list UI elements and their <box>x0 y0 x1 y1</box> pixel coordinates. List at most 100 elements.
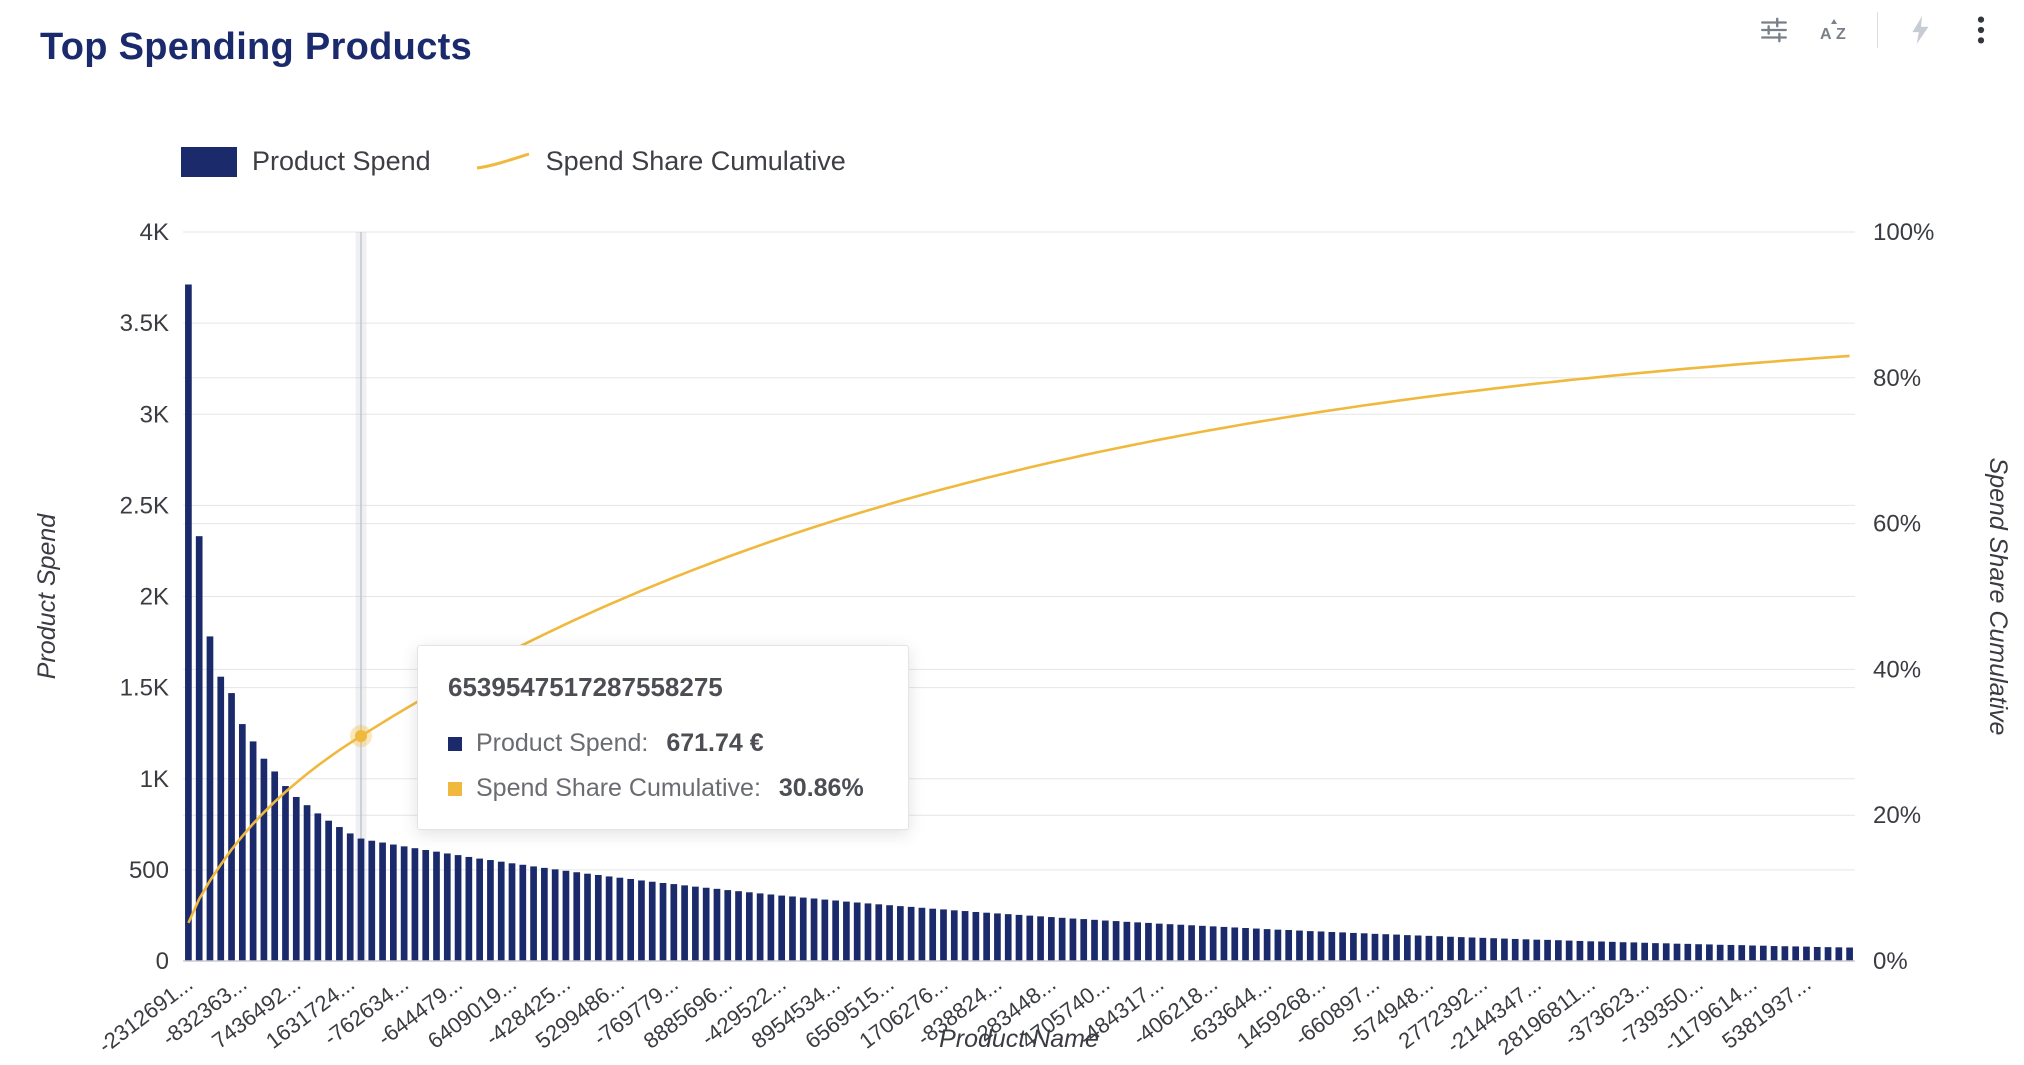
bar[interactable] <box>648 881 656 961</box>
bar[interactable] <box>1490 938 1497 961</box>
bar[interactable] <box>735 891 742 961</box>
bar[interactable] <box>1360 933 1368 961</box>
bar[interactable] <box>1263 929 1271 961</box>
bar[interactable] <box>454 855 462 961</box>
bar[interactable] <box>918 907 926 961</box>
bar[interactable] <box>1759 945 1767 961</box>
bar[interactable] <box>1145 922 1152 961</box>
bar[interactable] <box>875 904 883 961</box>
bar[interactable] <box>1231 927 1239 961</box>
bar[interactable] <box>605 876 613 961</box>
bar[interactable] <box>1662 943 1670 961</box>
bar[interactable] <box>249 741 257 961</box>
bar[interactable] <box>1576 940 1584 961</box>
sort-alphabetical-icon[interactable]: A Z <box>1817 13 1851 47</box>
bar[interactable] <box>497 861 505 961</box>
pareto-chart[interactable]: 4K 3.5K 3K 2.5K 2K 1.5K 1K 500 0 100% 80% 60% 40% 20%… <box>0 165 2024 1065</box>
bar[interactable] <box>1242 928 1249 961</box>
bar[interactable] <box>821 899 829 961</box>
bar[interactable] <box>1684 943 1692 961</box>
bar[interactable] <box>584 873 591 961</box>
bar[interactable] <box>832 900 839 961</box>
bar[interactable] <box>1350 932 1357 961</box>
bar[interactable] <box>810 898 818 961</box>
bar[interactable] <box>368 840 376 961</box>
bar[interactable] <box>594 874 602 961</box>
bar[interactable] <box>271 771 279 961</box>
bar[interactable] <box>789 896 796 961</box>
bar[interactable] <box>1317 931 1325 961</box>
bar[interactable] <box>897 906 904 961</box>
bar[interactable] <box>1199 925 1206 961</box>
bar[interactable] <box>886 905 893 961</box>
bar[interactable] <box>433 851 440 961</box>
bar[interactable] <box>1533 939 1541 961</box>
bar[interactable] <box>778 895 786 961</box>
bar[interactable] <box>260 758 268 961</box>
bar[interactable] <box>1101 920 1109 961</box>
bar[interactable] <box>1695 944 1702 961</box>
bar[interactable] <box>530 866 537 961</box>
bar[interactable] <box>336 827 343 961</box>
bar[interactable] <box>1598 941 1605 962</box>
bar[interactable] <box>1155 923 1163 961</box>
bar[interactable] <box>1339 932 1346 961</box>
bar[interactable] <box>1792 946 1800 961</box>
bar[interactable] <box>724 890 732 961</box>
bar[interactable] <box>400 846 408 961</box>
bar[interactable] <box>1058 917 1066 961</box>
bar[interactable] <box>1479 937 1487 961</box>
bar[interactable] <box>681 885 688 961</box>
bar[interactable] <box>422 850 430 961</box>
bar[interactable] <box>843 901 850 961</box>
bar[interactable] <box>1619 942 1627 961</box>
bar[interactable] <box>1544 939 1551 961</box>
bar[interactable] <box>1371 933 1379 961</box>
bar[interactable] <box>983 912 990 961</box>
bar[interactable] <box>994 913 1001 961</box>
bar[interactable] <box>346 833 354 961</box>
bar[interactable] <box>713 888 721 961</box>
filter-adjustments-icon[interactable] <box>1757 13 1791 47</box>
bar[interactable] <box>411 848 419 961</box>
bar[interactable] <box>745 892 753 961</box>
bar[interactable] <box>1803 946 1810 961</box>
bar[interactable] <box>1630 942 1638 961</box>
bar[interactable] <box>325 820 332 961</box>
bar[interactable] <box>228 693 235 961</box>
bar[interactable] <box>756 893 764 961</box>
bar[interactable] <box>1436 936 1444 961</box>
bar[interactable] <box>1706 944 1713 961</box>
bar[interactable] <box>1414 935 1422 961</box>
bar[interactable] <box>616 877 624 961</box>
bar[interactable] <box>638 880 645 961</box>
bar[interactable] <box>1403 935 1411 961</box>
bar[interactable] <box>659 883 667 961</box>
bar[interactable] <box>1608 941 1616 961</box>
bar[interactable] <box>907 906 915 961</box>
bar[interactable] <box>465 856 473 961</box>
legend-item-spend-share-cumulative[interactable]: Spend Share Cumulative <box>475 146 846 177</box>
bar[interactable] <box>1447 936 1454 961</box>
bar[interactable] <box>1296 930 1303 961</box>
bar[interactable] <box>1727 944 1735 961</box>
bar[interactable] <box>357 838 365 961</box>
bar[interactable] <box>670 884 678 961</box>
bar[interactable] <box>1846 947 1853 961</box>
bar[interactable] <box>1511 938 1519 961</box>
bar[interactable] <box>627 878 635 961</box>
bar[interactable] <box>940 909 947 961</box>
bar[interactable] <box>929 908 937 961</box>
bar[interactable] <box>1080 919 1088 961</box>
bar[interactable] <box>853 902 861 962</box>
bar[interactable] <box>292 796 300 961</box>
bar[interactable] <box>799 897 807 961</box>
bar[interactable] <box>379 842 386 961</box>
flash-icon[interactable] <box>1904 13 1938 47</box>
bar[interactable] <box>1166 924 1174 961</box>
bar[interactable] <box>1749 945 1756 961</box>
bar[interactable] <box>282 786 289 961</box>
bar[interactable] <box>972 911 980 961</box>
bar[interactable] <box>1209 926 1217 961</box>
bar[interactable] <box>551 869 559 961</box>
